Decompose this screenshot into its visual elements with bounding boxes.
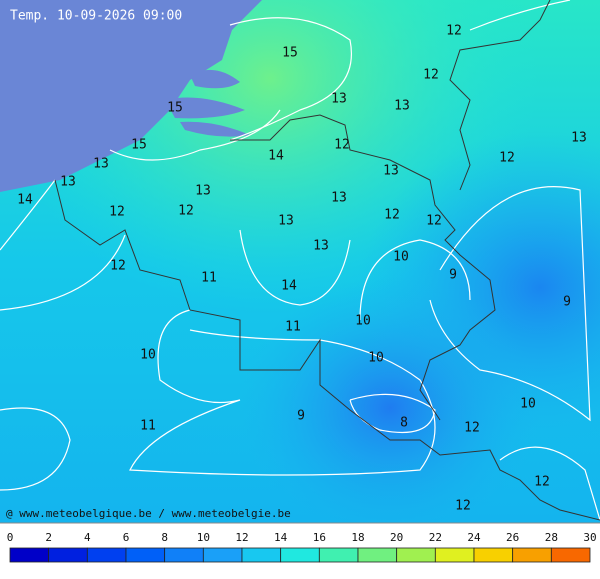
isotherm-label: 10 xyxy=(520,397,536,412)
isotherm-label: 12 xyxy=(455,499,471,514)
colorbar-tick-label: 4 xyxy=(84,531,91,544)
isotherm-label: 12 xyxy=(446,24,462,39)
colorbar-tick-label: 16 xyxy=(313,531,326,544)
colorbar-segment xyxy=(473,547,514,563)
colorbar-tick-label: 26 xyxy=(506,531,519,544)
colorbar-segment xyxy=(241,547,282,563)
isotherm xyxy=(109,109,281,161)
isotherm-label: 10 xyxy=(368,351,384,366)
isotherm-label: 12 xyxy=(178,204,194,219)
isotherm-label: 15 xyxy=(131,138,147,153)
map-title: Temp. 10-09-2026 09:00 xyxy=(10,9,182,24)
colorbar-tick-label: 22 xyxy=(429,531,442,544)
isotherm-label: 12 xyxy=(110,259,126,274)
colorbar-tick-label: 20 xyxy=(390,531,403,544)
isotherm xyxy=(129,309,436,476)
isotherm xyxy=(229,17,352,141)
isotherm-label: 10 xyxy=(140,348,156,363)
isotherm-label: 11 xyxy=(285,320,301,335)
country-border xyxy=(54,179,600,521)
isotherm xyxy=(0,234,126,311)
isotherm-label: 12 xyxy=(426,214,442,229)
colorbar-segment xyxy=(550,547,591,563)
colorbar-tick-label: 8 xyxy=(161,531,168,544)
isotherm xyxy=(469,0,571,31)
isotherm-label: 12 xyxy=(384,208,400,223)
credit: @ www.meteobelgique.be / www.meteobelgie… xyxy=(6,507,291,520)
isotherm xyxy=(239,229,351,306)
isotherm-label: 10 xyxy=(393,250,409,265)
colorbar-segment xyxy=(202,547,243,563)
estuary xyxy=(165,69,250,137)
colorbar-segment xyxy=(434,547,475,563)
isotherm-label: 11 xyxy=(201,271,217,286)
colorbar-segment xyxy=(318,547,359,563)
colorbar-tick-label: 24 xyxy=(467,531,481,544)
colorbar-tick-label: 2 xyxy=(45,531,52,544)
isotherm-label: 13 xyxy=(313,239,329,254)
colorbar-tick-label: 12 xyxy=(235,531,248,544)
isotherm-label: 13 xyxy=(394,99,410,114)
isotherm-label: 13 xyxy=(571,131,587,146)
isotherm xyxy=(359,239,471,321)
colorbar-tick-label: 14 xyxy=(274,531,288,544)
isotherm-label: 12 xyxy=(334,138,350,153)
isotherm-label: 15 xyxy=(282,46,298,61)
isotherm-label: 13 xyxy=(331,92,347,107)
isotherm xyxy=(499,446,600,521)
isotherm-label: 9 xyxy=(563,295,571,310)
colorbar-tick-label: 10 xyxy=(197,531,210,544)
colorbar-segment xyxy=(48,547,88,563)
isotherm-label: 10 xyxy=(355,314,371,329)
colorbar-tick-label: 18 xyxy=(351,531,364,544)
sea xyxy=(0,0,262,192)
colorbar-segment xyxy=(125,547,166,563)
colorbar-segment xyxy=(280,547,320,563)
isotherm-label: 13 xyxy=(331,191,347,206)
isotherm-label: 13 xyxy=(93,157,109,172)
isotherm-label: 11 xyxy=(140,419,156,434)
isotherm xyxy=(429,186,591,422)
colorbar-segment xyxy=(86,547,127,563)
isotherm-label: 13 xyxy=(383,164,399,179)
isotherm-label: 9 xyxy=(297,409,305,424)
colorbar-tick-label: 28 xyxy=(545,531,558,544)
colorbar-tick-label: 6 xyxy=(123,531,130,544)
isotherm xyxy=(0,407,71,491)
isotherm-label: 12 xyxy=(109,205,125,220)
colorbar-segment xyxy=(9,547,50,563)
isotherm-label: 14 xyxy=(268,149,284,164)
isotherm-label: 13 xyxy=(195,184,211,199)
colorbar-tick-label: 30 xyxy=(583,531,596,544)
colorbar-segment xyxy=(164,547,204,563)
isotherm-label: 8 xyxy=(400,416,408,431)
colorbar-tick-label: 0 xyxy=(7,531,14,544)
colorbar-segment xyxy=(357,547,398,563)
isotherm-label: 9 xyxy=(449,268,457,283)
colorbar-segment xyxy=(396,547,436,563)
isotherm xyxy=(0,179,56,251)
isotherm-label: 15 xyxy=(167,101,183,116)
colorbar-segment xyxy=(512,547,552,563)
isotherm-label: 12 xyxy=(534,475,550,490)
isotherm-label: 12 xyxy=(464,421,480,436)
country-border xyxy=(230,114,496,421)
isotherm-label: 14 xyxy=(281,279,297,294)
isotherm-label: 13 xyxy=(278,214,294,229)
isotherm-label: 12 xyxy=(499,151,515,166)
isotherm-label: 13 xyxy=(60,175,76,190)
isotherm-label: 12 xyxy=(423,68,439,83)
country-border xyxy=(449,0,551,191)
isotherm-label: 14 xyxy=(17,193,33,208)
